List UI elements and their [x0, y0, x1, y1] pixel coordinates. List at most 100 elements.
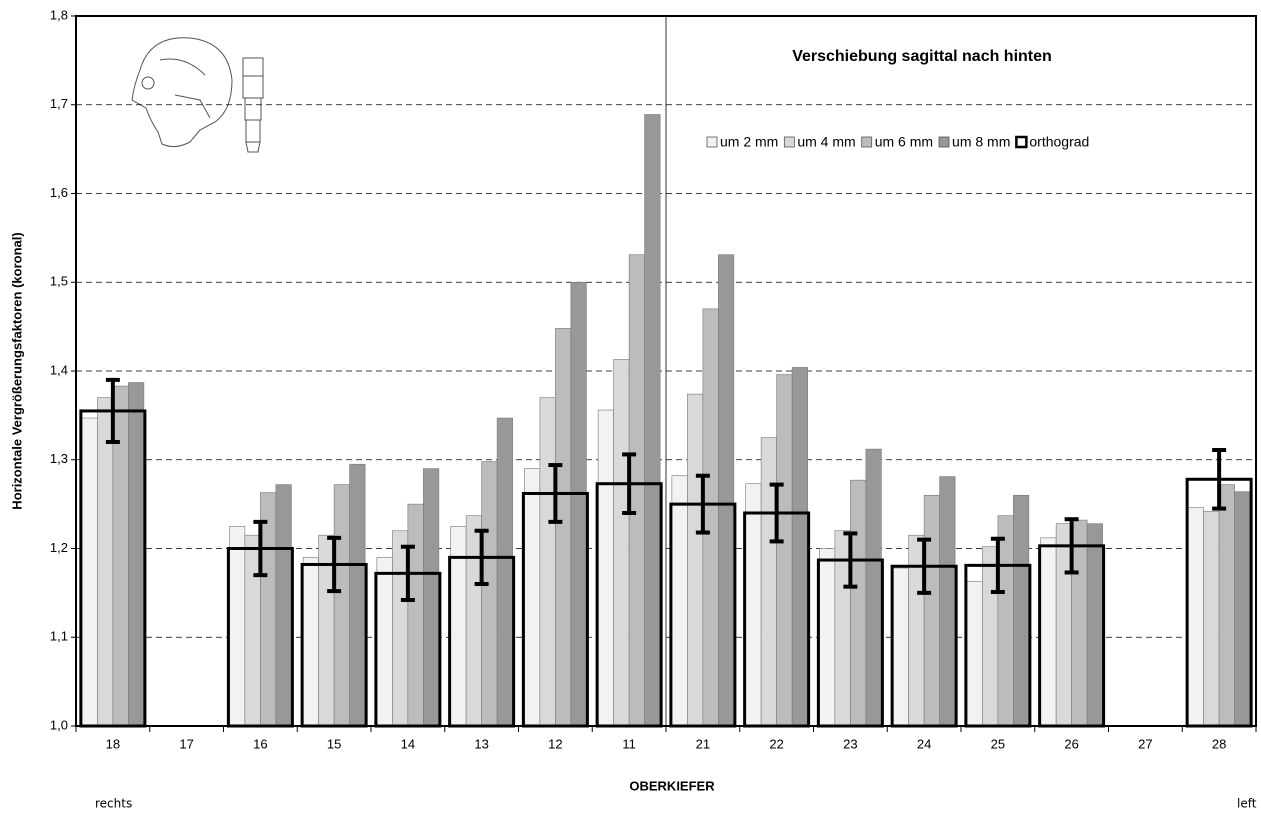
x-tick-label: 18	[106, 736, 120, 751]
bar	[1086, 523, 1103, 727]
bar	[496, 417, 513, 727]
bar	[1040, 537, 1057, 727]
y-axis-label: Horizontale Vergrößerungsfaktoren (koron…	[9, 232, 24, 509]
legend-label: um 6 mm	[875, 134, 933, 150]
bar	[597, 409, 614, 727]
bar	[112, 385, 129, 727]
bar	[81, 417, 98, 727]
bar	[745, 483, 762, 727]
x-tick-label: 21	[696, 736, 710, 751]
bar	[260, 492, 277, 727]
error-bar	[1212, 447, 1227, 511]
y-tick-label: 1,0	[50, 717, 68, 732]
bar	[1218, 484, 1235, 727]
bar	[97, 397, 114, 727]
legend-swatch	[1015, 135, 1028, 149]
x-tick-label: 16	[253, 736, 267, 751]
bar	[760, 437, 777, 727]
legend-swatch	[861, 136, 873, 148]
y-tick-label: 1,7	[50, 96, 68, 111]
error-bar	[105, 377, 120, 444]
bar	[908, 534, 925, 727]
legend-label: orthograd	[1029, 134, 1089, 150]
bar	[628, 254, 645, 727]
y-tick-label: 1,4	[50, 362, 68, 377]
y-tick-label: 1,6	[50, 185, 68, 200]
error-bar	[548, 463, 563, 524]
bar	[376, 557, 393, 727]
bar	[481, 461, 498, 727]
bar	[1055, 523, 1072, 727]
legend-swatch	[938, 136, 950, 148]
bar	[524, 468, 541, 727]
bar	[687, 393, 704, 727]
chart-title: Verschiebung sagittal nach hinten	[792, 48, 1052, 65]
bar	[865, 448, 882, 727]
x-tick-label: 24	[917, 736, 931, 751]
x-tick-label: 26	[1064, 736, 1078, 751]
y-tick-label: 1,8	[50, 7, 68, 22]
error-bar	[769, 482, 784, 544]
bar	[819, 548, 836, 727]
bar	[349, 463, 366, 727]
error-bar	[474, 528, 489, 586]
bar	[570, 281, 587, 727]
x-tick-label: 27	[1138, 736, 1152, 751]
skull-icon	[131, 37, 264, 153]
error-bar	[400, 544, 415, 602]
bar	[539, 397, 556, 727]
error-bar	[1064, 517, 1079, 575]
left-note: rechts	[95, 797, 132, 811]
x-tick-label: 12	[548, 736, 562, 751]
bar	[392, 530, 409, 727]
bar	[423, 468, 440, 727]
bar	[333, 484, 350, 727]
y-tick-label: 1,5	[50, 274, 68, 289]
error-bar	[843, 531, 858, 589]
bar	[791, 367, 808, 727]
bar	[128, 382, 145, 727]
error-bar	[622, 452, 637, 515]
bar	[671, 475, 688, 727]
legend-swatch	[706, 136, 718, 148]
bar	[407, 503, 424, 727]
bar	[939, 476, 956, 727]
error-bar	[990, 536, 1005, 594]
bar	[776, 374, 793, 727]
bar	[966, 581, 983, 727]
x-tick-label: 13	[474, 736, 488, 751]
x-tick-label: 28	[1212, 736, 1226, 751]
bar	[644, 114, 661, 727]
x-tick-label: 17	[179, 736, 193, 751]
bar	[275, 484, 292, 727]
right-note: left	[1237, 797, 1257, 811]
error-bar	[695, 473, 710, 535]
bar	[1203, 510, 1220, 727]
error-bar	[327, 535, 342, 594]
bar	[850, 479, 867, 727]
x-tick-label: 15	[327, 736, 341, 751]
bar	[1013, 494, 1030, 727]
bar	[244, 534, 261, 727]
bar	[465, 515, 482, 727]
bar	[982, 546, 999, 727]
bar	[997, 515, 1014, 727]
y-tick-label: 1,1	[50, 629, 68, 644]
legend-swatch	[783, 136, 795, 148]
x-tick-label: 25	[991, 736, 1005, 751]
x-tick-label: 14	[401, 736, 415, 751]
bar	[702, 308, 719, 727]
error-bar	[917, 537, 932, 595]
legend-label: um 8 mm	[952, 134, 1010, 150]
bar	[1234, 491, 1251, 727]
bar	[923, 494, 940, 727]
bar	[892, 567, 909, 727]
x-tick-label: 23	[843, 736, 857, 751]
x-axis-label: OBERKIEFER	[629, 778, 715, 793]
bar	[1187, 507, 1204, 727]
y-tick-label: 1,2	[50, 540, 68, 555]
legend-label: um 4 mm	[797, 134, 855, 150]
y-tick-label: 1,3	[50, 451, 68, 466]
bar	[302, 557, 319, 727]
